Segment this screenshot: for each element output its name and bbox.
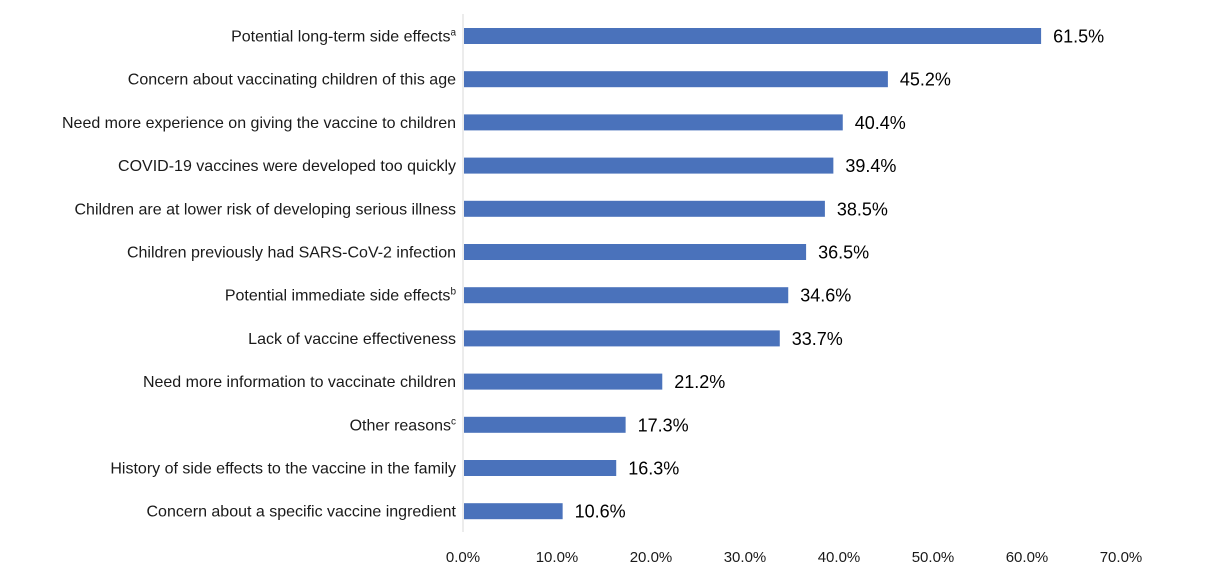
category-label-text: Children previously had SARS-CoV-2 infec…: [127, 245, 456, 262]
x-tick-label: 0.0%: [446, 549, 480, 566]
category-label: Potential long-term side effectsa: [231, 28, 456, 46]
category-label: Need more information to vaccinate child…: [143, 374, 456, 391]
bar: [464, 200, 825, 217]
bar: [464, 460, 617, 476]
ticks-layer: 0.0% 10.0% 20.0% 30.0% 40.0% 50.0% 60.0% 70.0%: [446, 549, 1142, 566]
category-label: Children are at lower risk of developing…: [74, 201, 456, 218]
category-label-text: Children are at lower risk of developing…: [74, 201, 456, 218]
category-label: Potential immediate side effectsb: [225, 287, 457, 305]
bar: [464, 28, 1042, 44]
category-label-text: History of side effects to the vaccine i…: [110, 461, 456, 478]
bar: [464, 287, 789, 304]
category-footnote-marker: a: [450, 28, 456, 39]
value-label: 33.7%: [792, 329, 843, 349]
bar: [464, 114, 843, 131]
category-footnote-marker: b: [450, 287, 456, 298]
value-label: 45.2%: [900, 70, 951, 90]
value-label: 39.4%: [845, 156, 896, 176]
labels-layer: Potential long-term side effectsa 61.5% Co…: [62, 27, 1104, 522]
category-label: Concern about a specific vaccine ingredi…: [146, 504, 456, 521]
x-tick-label: 40.0%: [818, 549, 861, 566]
category-label: History of side effects to the vaccine i…: [110, 461, 456, 478]
category-label-text: Potential long-term side effects: [231, 29, 450, 46]
category-label-text: Concern about a specific vaccine ingredi…: [146, 504, 456, 521]
value-label: 21.2%: [674, 372, 725, 392]
category-label-text: Lack of vaccine effectiveness: [248, 331, 456, 348]
category-label-text: Other reasons: [350, 417, 451, 434]
category-footnote-marker: c: [451, 416, 456, 427]
category-label: Other reasonsc: [350, 416, 456, 434]
category-label-text: COVID-19 vaccines were developed too qui…: [118, 158, 456, 175]
x-tick-label: 10.0%: [536, 549, 579, 566]
value-label: 40.4%: [855, 113, 906, 133]
value-label: 38.5%: [837, 199, 888, 219]
value-label: 10.6%: [575, 502, 626, 522]
bars-layer: [464, 28, 1042, 520]
bar: [464, 416, 626, 433]
x-tick-label: 60.0%: [1006, 549, 1049, 566]
x-tick-label: 50.0%: [912, 549, 955, 566]
category-label: Concern about vaccinating children of th…: [128, 72, 456, 89]
x-tick-label: 30.0%: [724, 549, 767, 566]
category-label: COVID-19 vaccines were developed too qui…: [118, 158, 456, 175]
value-label: 17.3%: [638, 415, 689, 435]
category-label-text: Need more information to vaccinate child…: [143, 374, 456, 391]
category-label: Children previously had SARS-CoV-2 infec…: [127, 245, 456, 262]
category-label-text: Need more experience on giving the vacci…: [62, 115, 456, 132]
x-tick-label: 20.0%: [630, 549, 673, 566]
bar: [464, 157, 834, 174]
bar: [464, 373, 663, 390]
bar: [464, 503, 563, 520]
value-label: 61.5%: [1053, 27, 1104, 47]
category-label-text: Concern about vaccinating children of th…: [128, 72, 456, 89]
bar: [464, 330, 780, 347]
bar: [464, 244, 807, 260]
category-label-text: Potential immediate side effects: [225, 288, 451, 305]
category-label: Lack of vaccine effectiveness: [248, 331, 456, 348]
bar: [464, 71, 888, 88]
category-label: Need more experience on giving the vacci…: [62, 115, 456, 132]
value-label: 36.5%: [818, 243, 869, 263]
value-label: 34.6%: [800, 286, 851, 306]
x-tick-label: 70.0%: [1100, 549, 1143, 566]
value-label: 16.3%: [628, 459, 679, 479]
